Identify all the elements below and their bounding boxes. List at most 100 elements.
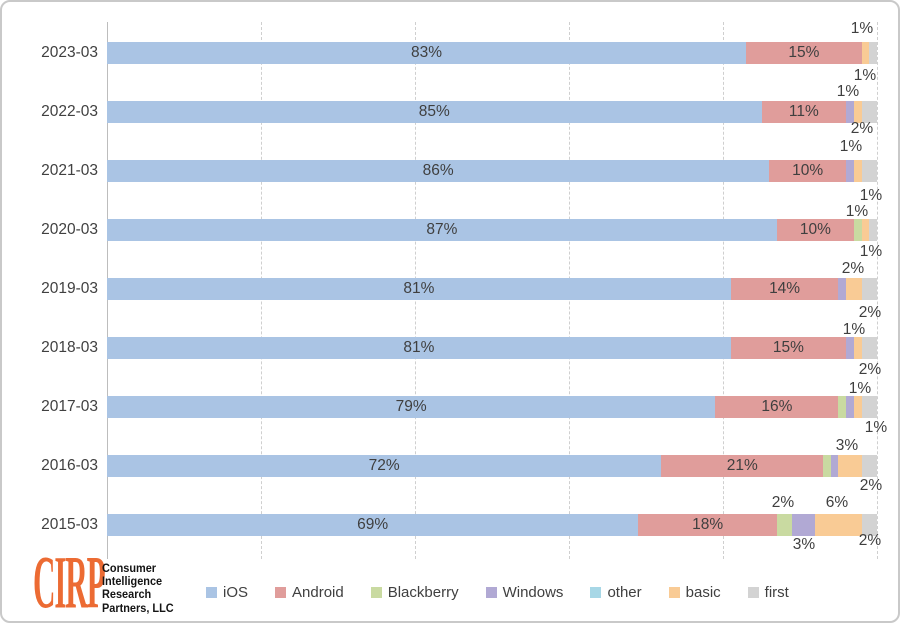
bar-segment-ios: 81% [107,337,731,359]
bar-segment-windows [830,455,839,477]
segment-callout-label: 1% [842,321,866,338]
category-label: 2015-03 [41,516,98,533]
bar-segment-basic [861,219,870,241]
bar-segment-android: 16% [715,396,839,418]
segment-callout-label: 1% [859,187,883,204]
bar-segment-first [861,160,877,182]
legend-label: Blackberry [387,583,459,601]
legend-swatch-icon [668,586,680,598]
bar-segment-android: 11% [761,101,847,123]
bar-segment-windows [846,396,854,418]
legend-label: basic [685,583,721,601]
segment-value-label: 14% [769,280,801,297]
segment-callout-label: 2% [850,120,874,137]
category-label: 2021-03 [41,162,98,179]
logo-line: Partners, LLC [102,602,174,615]
cirp-logo: CIRP Consumer Intelligence Research Partner… [2,545,302,621]
segment-value-label: 81% [403,339,435,356]
bar-segment-first [861,278,877,300]
bar-segment-basic [853,396,862,418]
segment-callout-label: 3% [835,437,859,454]
bar-segment-android: 10% [776,219,854,241]
bar-row: 79% 16% [107,396,877,418]
segment-callout-label: 2% [858,532,882,549]
legend-item-first: first [747,583,789,601]
bar-segment-first [869,42,877,64]
bar-segment-ios: 87% [107,219,777,241]
logo-line: Consumer [102,563,157,575]
segment-value-label: 81% [403,280,435,297]
segment-value-label: 18% [692,516,724,533]
segment-value-label: 11% [788,103,819,120]
category-label: 2016-03 [41,457,98,474]
bar-segment-android: 14% [730,278,839,300]
bar-segment-ios: 72% [107,455,662,477]
segment-value-label: 15% [788,44,820,61]
bar-row: 87% 10% [107,219,877,241]
gridline [877,22,878,559]
segment-callout-label: 1% [836,83,860,100]
segment-callout-label: 1% [839,138,863,155]
bar-segment-android: 18% [638,514,777,536]
bar-segment-ios: 86% [107,160,770,182]
legend: iOS Android Blackberry Windows other basic fir… [206,581,789,603]
legend-item-android: Android [275,584,344,601]
bar-row: 85% 11% [107,101,877,123]
segment-callout-label: 2% [841,260,865,277]
bar-segment-blackberry [823,455,831,477]
segment-callout-label: 1% [850,20,874,37]
legend-item-ios: iOS [206,584,248,601]
bar-segment-ios: 69% [107,514,639,536]
category-label: 2022-03 [41,103,98,120]
logo-line: Research [102,589,152,602]
bar-segment-windows [792,514,816,536]
legend-swatch-icon [590,586,602,598]
bar-segment-basic [853,160,862,182]
segment-callout-label: 1% [864,419,888,436]
bar-segment-android: 15% [746,42,862,64]
segment-callout-label: 2% [859,477,883,494]
bar-segment-first [861,101,877,123]
bar-segment-basic [861,42,870,64]
category-label: 2017-03 [41,398,98,415]
bar-segment-blackberry [776,514,793,536]
legend-label: other [607,583,642,601]
segment-callout-label: 1% [845,203,869,220]
bar-segment-ios: 85% [107,101,762,123]
legend-swatch-icon [485,586,497,598]
bar-segment-basic [846,278,862,300]
segment-value-label: 86% [422,162,454,179]
category-label: 2018-03 [41,339,98,356]
bar-segment-blackberry [853,219,862,241]
category-label: 2020-03 [41,221,98,238]
legend-swatch-icon [206,586,217,598]
bar-segment-windows [846,337,854,359]
bar-segment-basic [838,455,862,477]
category-label: 2023-03 [41,44,98,61]
segment-callout-label: 2% [771,494,795,511]
legend-label: Android [292,583,344,601]
segment-callout-label: 3% [792,536,816,553]
bar-segment-windows [838,278,847,300]
segment-callout-label: 6% [825,494,849,511]
segment-value-label: 21% [726,457,758,474]
bar-row: 72% 21% [107,455,877,477]
bar-segment-android: 10% [769,160,847,182]
legend-item-basic: basic [668,583,721,601]
bar-segment-first [869,219,877,241]
bar-segment-basic [853,337,862,359]
bar-segment-android: 15% [730,337,847,359]
bar-segment-basic [853,101,862,123]
legend-label: first [764,583,789,601]
bar-segment-android: 21% [661,455,824,477]
bar-row: 86% 10% [107,160,877,182]
bar-segment-first [861,514,877,536]
bar-row: 81% 14% [107,278,877,300]
bar-segment-first [861,337,877,359]
segment-value-label: 83% [411,44,443,61]
segment-value-label: 15% [772,339,804,356]
cirp-logo-company-name: Consumer Intelligence Research Partners, LL… [102,563,174,616]
legend-label: iOS [223,583,249,601]
logo-line: Intelligence [102,576,163,589]
